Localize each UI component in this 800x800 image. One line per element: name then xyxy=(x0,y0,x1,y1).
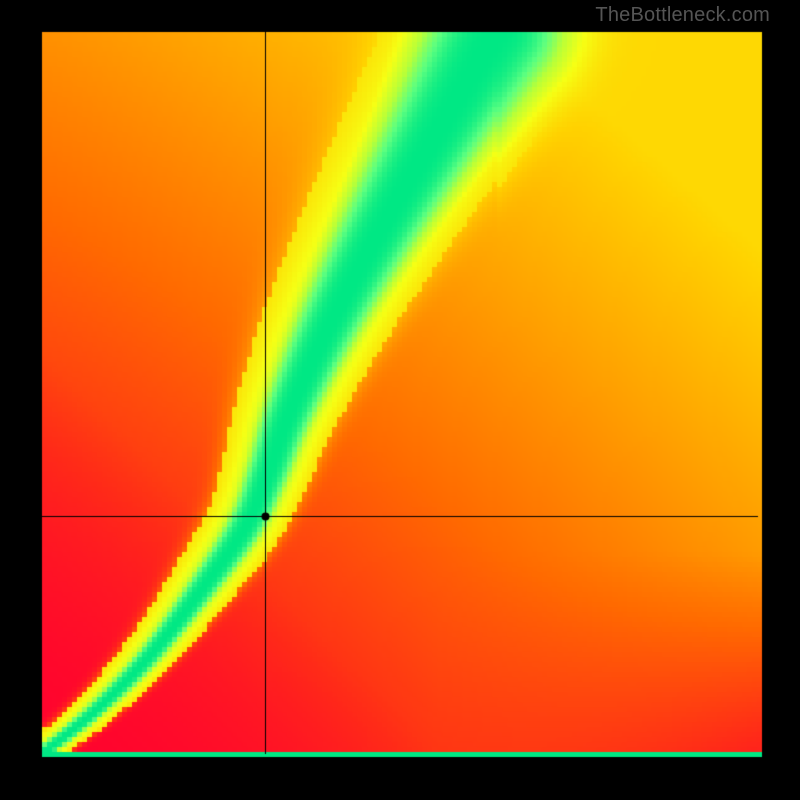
watermark-text: TheBottleneck.com xyxy=(595,4,770,27)
heatmap-canvas xyxy=(0,0,800,800)
chart-container: TheBottleneck.com xyxy=(0,0,800,800)
